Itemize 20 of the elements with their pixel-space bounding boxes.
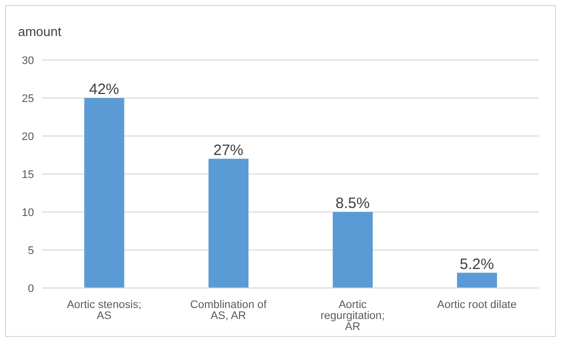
y-axis-title: amount	[18, 24, 62, 39]
bar	[208, 158, 248, 288]
x-tick-label: Aortic regurgitation; AR	[320, 298, 385, 333]
x-tick-label: Aortic root dilate	[437, 298, 517, 311]
bar	[456, 272, 497, 288]
y-tick-label: 20	[22, 130, 34, 143]
y-tick-label: 15	[22, 168, 34, 181]
annotation: 42%	[89, 81, 120, 98]
annotation: 8.5%	[336, 195, 370, 212]
y-tick-label: 5	[28, 244, 34, 257]
x-tick-label: Comblination of AS, AR	[190, 298, 268, 322]
y-tick-label: 10	[22, 206, 34, 219]
y-tick-label: 25	[22, 92, 34, 105]
annotation: 5.2%	[460, 256, 494, 273]
y-tick-label: 30	[22, 54, 34, 67]
annotation: 27%	[213, 142, 244, 159]
y-tick-label: 0	[28, 282, 34, 295]
x-tick-label: Aortic stenosis; AS	[66, 298, 142, 322]
bar	[84, 98, 124, 288]
bar	[332, 212, 373, 288]
